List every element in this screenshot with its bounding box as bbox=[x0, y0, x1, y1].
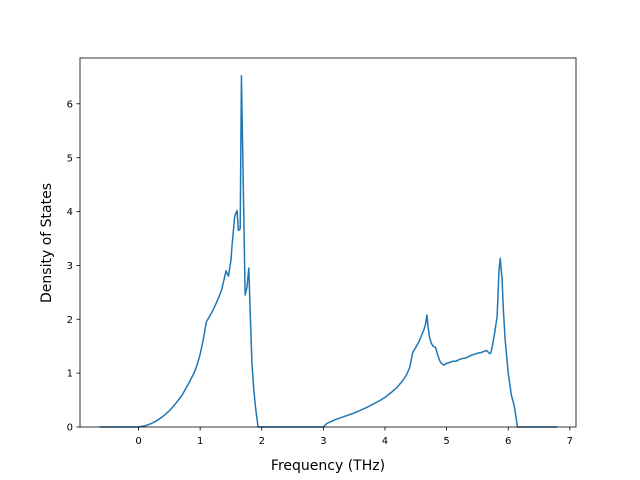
x-axis-title: Frequency (THz) bbox=[271, 458, 385, 474]
y-tick-label: 4 bbox=[67, 207, 73, 218]
y-tick-label: 5 bbox=[67, 153, 73, 164]
y-tick-label: 0 bbox=[67, 423, 73, 434]
x-tick-label: 1 bbox=[197, 436, 203, 447]
x-tick-label: 5 bbox=[443, 436, 449, 447]
y-axis-title: Density of States bbox=[39, 183, 55, 303]
x-tick-label: 7 bbox=[567, 436, 573, 447]
x-tick-label: 3 bbox=[320, 436, 326, 447]
axes-frame bbox=[79, 57, 577, 428]
y-tick-label: 2 bbox=[67, 315, 73, 326]
y-tick-label: 3 bbox=[67, 261, 73, 272]
x-tick-label: 6 bbox=[505, 436, 511, 447]
series-line-0 bbox=[99, 75, 558, 428]
y-tick-label: 1 bbox=[67, 369, 73, 380]
x-tick-label: 0 bbox=[135, 436, 141, 447]
x-tick-label: 4 bbox=[382, 436, 388, 447]
y-tick-label: 6 bbox=[67, 99, 73, 110]
plot-layer: 0 1 2 3 4 5 6 7 0 1 2 3 4 5 6 bbox=[67, 57, 577, 447]
x-tick-label: 2 bbox=[259, 436, 265, 447]
